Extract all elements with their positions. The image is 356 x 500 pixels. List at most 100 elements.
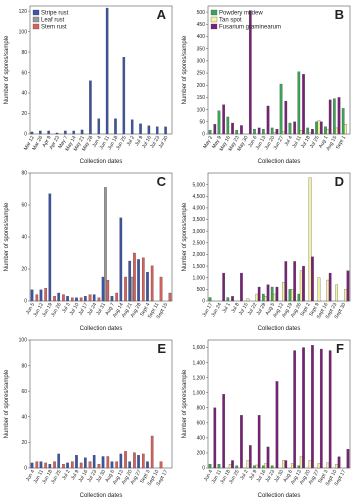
bar (328, 272, 332, 302)
plot-frame (29, 172, 173, 302)
y-tick-label: 500 (197, 287, 206, 293)
bar (217, 464, 221, 469)
bar (133, 452, 136, 469)
bar (344, 289, 347, 302)
bar (79, 297, 83, 302)
bar (266, 446, 270, 469)
bar (231, 122, 234, 135)
y-tick-label: 600 (197, 421, 206, 427)
bar (119, 453, 123, 469)
bar (326, 462, 330, 469)
bar (257, 127, 261, 135)
bar (139, 123, 142, 135)
bar (308, 460, 312, 469)
bar (208, 297, 212, 302)
legend-swatch (210, 16, 218, 23)
bar (92, 455, 96, 469)
bar (275, 128, 279, 135)
bar (64, 130, 67, 135)
x-axis-title: Collection dates (80, 493, 123, 499)
bar (302, 265, 305, 302)
bar (328, 350, 332, 469)
x-axis-title: Collection dates (258, 326, 301, 332)
y-tick-label: 40 (21, 415, 27, 421)
y-tick-label: 4,000 (192, 206, 205, 212)
y-tick-label: 40 (21, 91, 27, 97)
y-tick-label: 80 (21, 363, 27, 369)
bar (273, 293, 276, 302)
y-axis-title: Number of spores/sample (182, 202, 188, 271)
y-tick-label: 20 (21, 440, 27, 446)
bar (101, 276, 105, 302)
y-tick-label: 20 (21, 267, 27, 273)
bar (124, 451, 127, 469)
bar (299, 270, 303, 302)
bar (284, 100, 288, 135)
bar (92, 294, 96, 302)
y-tick-label: 500 (197, 10, 206, 16)
bar (341, 108, 345, 135)
bar (231, 296, 234, 302)
bar (308, 177, 312, 302)
bar (284, 460, 288, 469)
bar (217, 110, 221, 135)
bar (146, 272, 149, 302)
x-tick-label: Jul 11 (291, 135, 303, 149)
bar (213, 124, 217, 135)
bar (62, 294, 65, 302)
x-tick-label: Jul 2 (61, 469, 72, 481)
bar (208, 464, 212, 469)
bar (62, 464, 65, 469)
legend-swatch (32, 16, 40, 23)
bar (89, 80, 92, 135)
bar (164, 126, 167, 135)
bar (346, 449, 350, 469)
bar (124, 276, 127, 302)
bar (270, 465, 274, 469)
y-axis-title: Number of spores/sample (4, 369, 10, 438)
x-tick-label: Jul 23 (86, 469, 98, 484)
bar (70, 297, 74, 302)
y-tick-label: 0 (202, 299, 205, 305)
x-tick-label: Jul 22 (247, 302, 259, 317)
bar (332, 98, 336, 135)
panel-label: D (335, 174, 344, 189)
bar (246, 298, 250, 302)
bar (97, 464, 101, 469)
bar (308, 132, 312, 135)
bar (141, 453, 145, 469)
x-tick-label: Jul 9 (70, 469, 81, 481)
bar (293, 121, 297, 135)
y-axis-title: Number of spores/sample (182, 35, 188, 104)
bar (57, 292, 61, 302)
panel-label: F (336, 341, 344, 356)
bar (97, 118, 101, 135)
bar (335, 464, 339, 469)
x-axis-title: Collection dates (80, 159, 123, 165)
plot-frame (207, 5, 351, 135)
x-axis-title: Collection dates (258, 493, 301, 499)
y-tick-label: 2,500 (192, 241, 205, 247)
bar (88, 294, 92, 302)
bar (290, 289, 294, 302)
bar (284, 261, 288, 302)
y-tick-label: 450 (197, 22, 206, 28)
bar (133, 252, 136, 302)
y-tick-label: 120 (19, 9, 28, 15)
y-tick-label: 0 (24, 466, 27, 472)
y-tick-label: 50 (199, 120, 205, 126)
x-tick-label: Jul 1 (221, 302, 232, 314)
y-tick-label: 3,500 (192, 217, 205, 223)
y-tick-label: 1,000 (192, 275, 205, 281)
bar (311, 345, 314, 469)
bar (44, 288, 48, 302)
plot-frame (207, 172, 351, 302)
y-tick-label: 150 (197, 95, 206, 101)
bar (306, 127, 310, 135)
legend-label: Fusarium graminearum (219, 25, 281, 31)
bar (75, 455, 78, 469)
bar (83, 296, 87, 302)
x-tick-label: Jul 16 (256, 469, 268, 484)
y-axis-title: Number of spores/sample (4, 35, 10, 104)
legend-swatch (210, 23, 218, 30)
